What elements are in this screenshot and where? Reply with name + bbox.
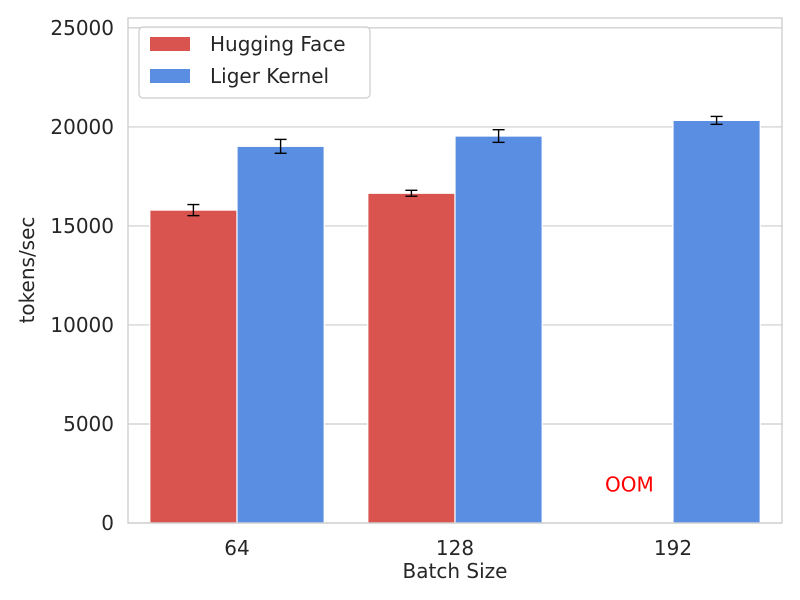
plot-frame [127, 17, 783, 524]
y-tick-label: 20000 [50, 115, 114, 139]
oom-annotation: OOM [605, 472, 654, 496]
y-tick-label: 10000 [50, 313, 114, 337]
y-tick-label: 25000 [50, 16, 114, 40]
legend-box [138, 26, 371, 99]
y-tick-label: 5000 [63, 412, 114, 436]
bar [149, 209, 238, 524]
y-tick-labels: 0 5000 10000 15000 20000 25000 [50, 16, 114, 535]
legend-swatch [150, 69, 190, 83]
x-tick-labels: 64 128 192 [224, 536, 692, 560]
x-tick-label: 192 [654, 536, 692, 560]
y-axis-label: tokens/sec [15, 217, 39, 324]
x-axis-label: Batch Size [403, 559, 508, 583]
x-tick-label: 64 [224, 536, 249, 560]
legend-label: Liger Kernel [210, 64, 329, 88]
legend-swatch [150, 37, 190, 51]
legend: Hugging Face Liger Kernel [138, 26, 371, 99]
annotations: OOM [605, 472, 654, 496]
bar [236, 145, 325, 524]
bar [367, 192, 456, 524]
bars [149, 119, 761, 524]
error-bars [187, 115, 723, 217]
y-tick-label: 15000 [50, 214, 114, 238]
y-tick-label: 0 [101, 511, 114, 535]
x-tick-label: 128 [436, 536, 474, 560]
bar [454, 135, 543, 524]
legend-label: Hugging Face [210, 32, 346, 56]
bar [672, 119, 761, 524]
